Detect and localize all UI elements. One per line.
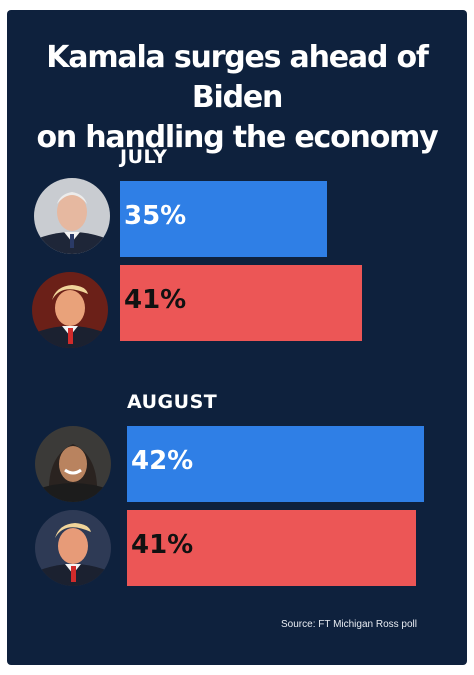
group-label-july: JULY	[120, 146, 168, 168]
bar-august-trump: 41%	[127, 510, 416, 586]
trump-photo-july	[32, 272, 108, 348]
title-line-2: on handling the economy	[36, 120, 438, 155]
bar-label-august-harris: 42%	[131, 446, 194, 476]
infographic-card: Kamala surges ahead of Biden on handling…	[7, 10, 467, 665]
bar-july-biden: 35%	[120, 181, 327, 257]
bar-label-august-trump: 41%	[131, 530, 194, 560]
harris-photo	[35, 426, 111, 502]
group-label-august: AUGUST	[127, 391, 218, 413]
bar-july-trump: 41%	[120, 265, 362, 341]
biden-photo	[34, 178, 110, 254]
source-note: Source: FT Michigan Ross poll	[281, 619, 417, 630]
trump-photo-august	[35, 510, 111, 586]
bar-label-july-trump: 41%	[124, 285, 187, 315]
bar-label-july-biden: 35%	[124, 201, 187, 231]
bar-august-harris: 42%	[127, 426, 424, 502]
title-line-1: Kamala surges ahead of Biden	[46, 40, 429, 115]
chart-title: Kamala surges ahead of Biden on handling…	[7, 38, 467, 158]
